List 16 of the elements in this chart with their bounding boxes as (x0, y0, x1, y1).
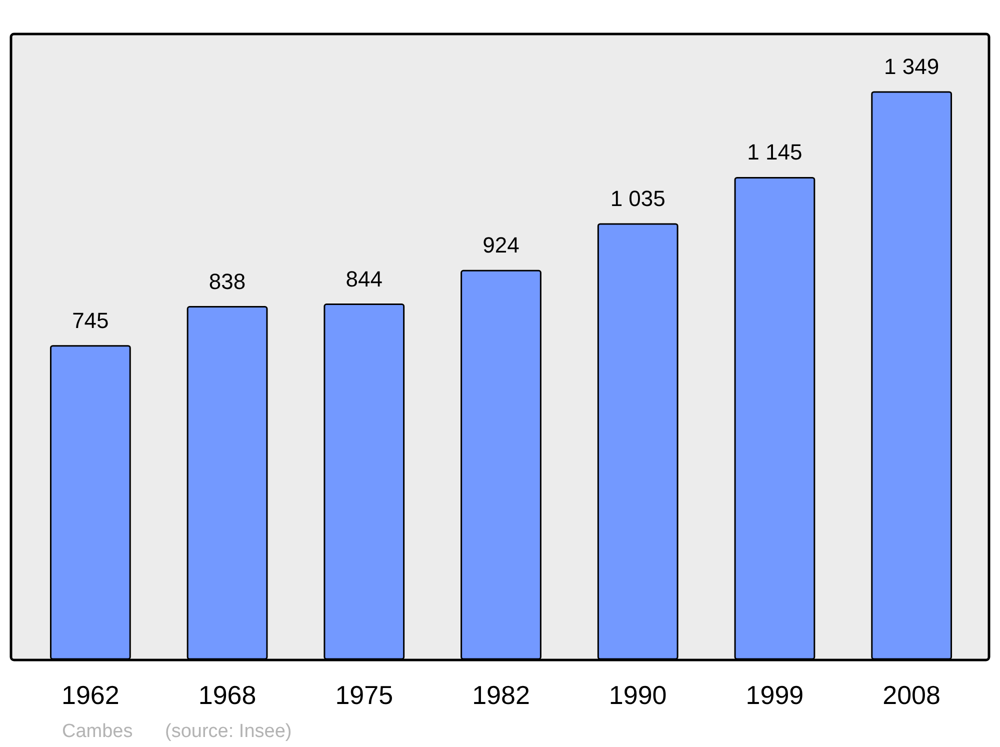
data-label: 844 (346, 266, 382, 292)
x-tick-label: 1962 (62, 680, 120, 710)
data-label: 838 (208, 268, 246, 294)
data-label: 924 (482, 232, 520, 258)
x-tick-label: 1990 (608, 680, 667, 710)
x-tick-label: 1968 (198, 680, 256, 710)
x-tick-label: 1982 (472, 680, 530, 710)
data-label: 1 145 (747, 140, 802, 165)
data-label: 745 (72, 308, 109, 333)
x-tick-label: 1975 (335, 680, 394, 710)
text: Cambes (62, 721, 133, 742)
data-label: 1 035 (610, 186, 666, 211)
x-tick-label: 1999 (746, 680, 804, 710)
text: (source: Insee) (165, 721, 292, 742)
data-label: 1 349 (884, 54, 940, 79)
x-tick-label: 2008 (882, 680, 940, 710)
